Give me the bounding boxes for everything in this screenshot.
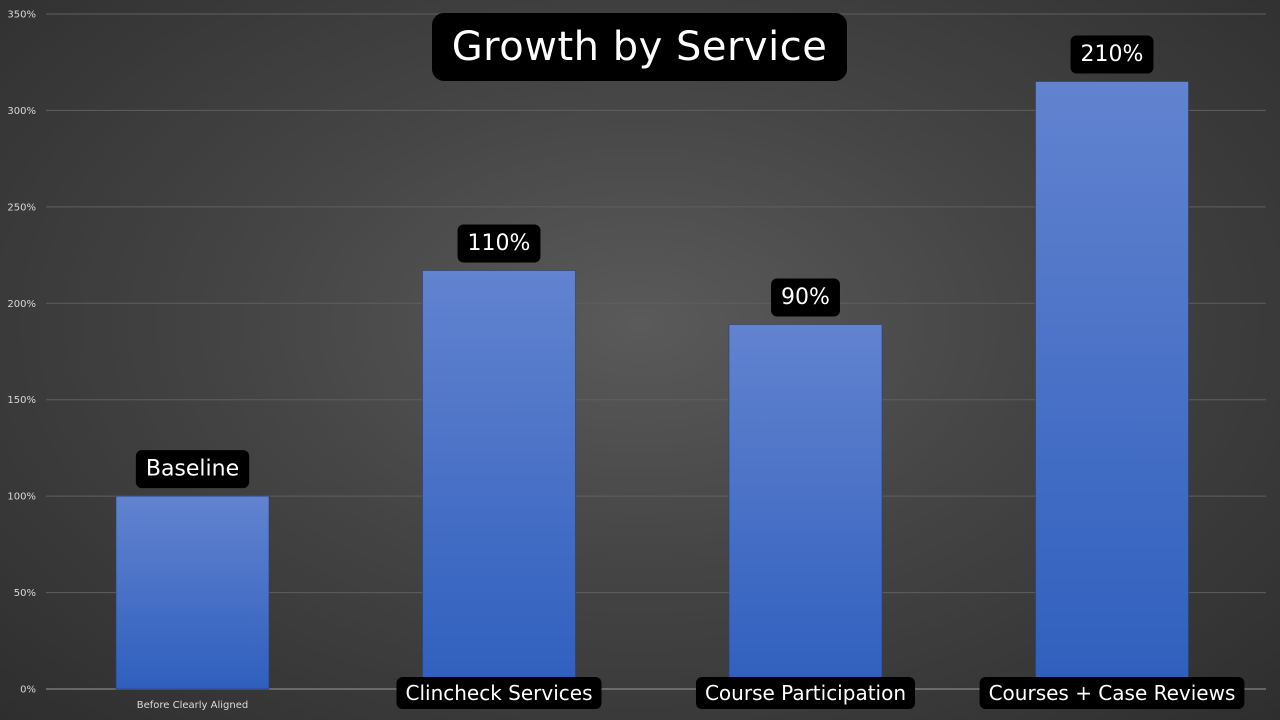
y-tick-label: 250% [7, 202, 36, 213]
data-label: 90% [771, 278, 840, 317]
category-label: Before Clearly Aligned [137, 700, 248, 711]
data-label-text: 210% [1081, 42, 1144, 67]
data-label-text: 110% [468, 231, 531, 256]
data-labels: Baseline 110% 90% 210% [135, 35, 1154, 489]
y-tick-label: 200% [7, 299, 36, 310]
category-label: Courses + Case Reviews [979, 677, 1245, 709]
data-label-box [135, 450, 250, 489]
chart-title: Growth by Service [432, 13, 847, 81]
y-tick-label: 50% [14, 588, 36, 599]
data-label-box [771, 278, 840, 317]
category-label: Clincheck Services [396, 677, 602, 709]
category-label-text: Courses + Case Reviews [989, 681, 1236, 705]
data-label-text: 90% [781, 285, 830, 310]
y-tick-label: 350% [7, 10, 36, 21]
y-tick-label: 100% [7, 492, 36, 503]
data-label: 110% [457, 224, 541, 263]
y-axis-ticks: 0% 50% 100% 150% 200% 250% 300% 350% [7, 10, 36, 696]
y-tick-label: 0% [20, 685, 36, 696]
data-label: Baseline [135, 450, 250, 489]
category-label-text: Course Participation [705, 681, 906, 705]
data-label-box [1070, 35, 1154, 74]
category-label-box [979, 677, 1245, 709]
bar [728, 324, 883, 690]
category-label-box [396, 677, 602, 709]
category-label-box [695, 677, 916, 709]
category-label-text: Clincheck Services [405, 681, 592, 705]
bar [1035, 81, 1189, 690]
x-axis-categories: Before Clearly Aligned Clincheck Services… [137, 677, 1245, 711]
bar [115, 495, 270, 690]
data-label: 210% [1070, 35, 1154, 74]
y-tick-label: 150% [7, 395, 36, 406]
data-label-box [457, 224, 541, 263]
bars [115, 81, 1189, 690]
data-label-text: Baseline [146, 457, 239, 482]
y-tick-label: 300% [7, 106, 36, 117]
category-label: Course Participation [695, 677, 916, 709]
bar [422, 270, 576, 690]
